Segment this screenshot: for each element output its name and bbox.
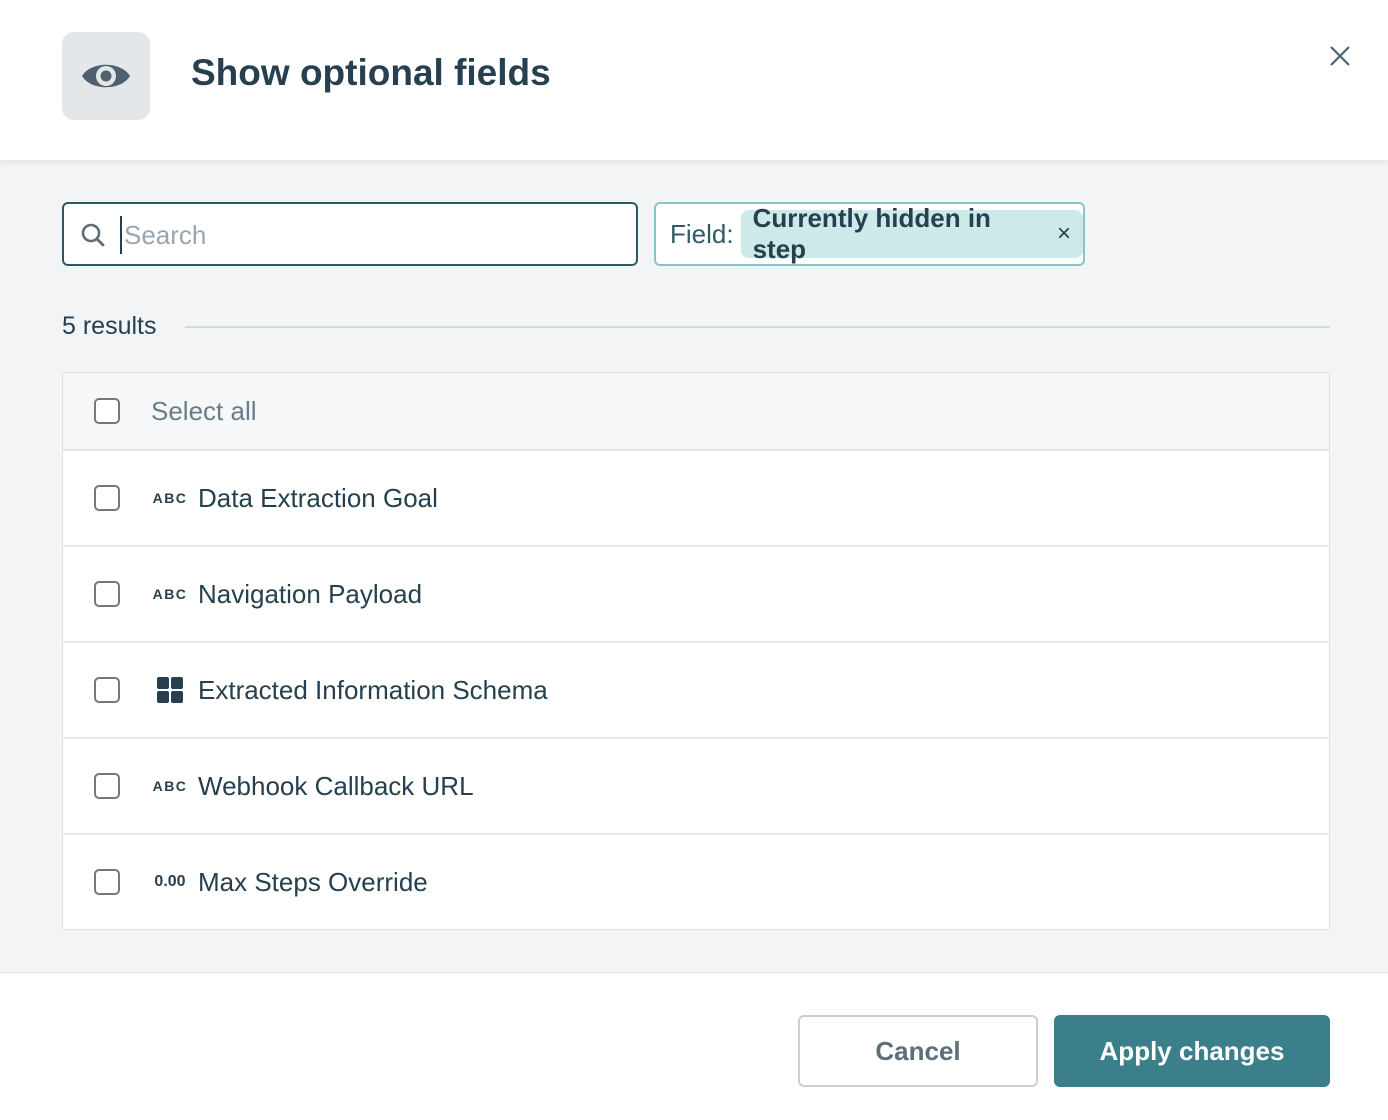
field-list: Select all ABC Data Extraction Goal ABC …: [62, 372, 1330, 930]
search-input[interactable]: [120, 216, 620, 254]
item-label: Webhook Callback URL: [198, 770, 474, 801]
search-icon: [81, 223, 105, 247]
select-all-label: Select all: [151, 395, 257, 426]
filter-chip[interactable]: Currently hidden in step ×: [740, 203, 1083, 264]
grid-icon: [151, 677, 189, 703]
item-checkbox[interactable]: [94, 773, 120, 799]
number-type-icon: 0.00: [154, 873, 186, 890]
text-type-icon: ABC: [152, 778, 188, 794]
field-filter[interactable]: Field: Currently hidden in step ×: [654, 202, 1085, 266]
eye-icon: [82, 64, 130, 88]
list-item[interactable]: ABC Webhook Callback URL: [63, 737, 1329, 833]
text-type-icon: ABC: [152, 586, 188, 602]
apply-changes-button[interactable]: Apply changes: [1054, 1015, 1330, 1087]
results-count: 5 results: [62, 312, 157, 340]
list-item[interactable]: ABC Navigation Payload: [63, 545, 1329, 641]
eye-icon-box: [62, 32, 150, 120]
item-label: Max Steps Override: [198, 866, 428, 897]
item-label: Extracted Information Schema: [198, 674, 548, 705]
dialog-header: Show optional fields: [0, 0, 1388, 160]
item-label: Data Extraction Goal: [198, 482, 438, 513]
filter-label: Field:: [670, 218, 734, 249]
item-checkbox[interactable]: [94, 869, 120, 895]
close-button[interactable]: [1324, 40, 1356, 72]
select-all-checkbox[interactable]: [94, 398, 120, 424]
item-checkbox[interactable]: [94, 581, 120, 607]
filter-chip-label: Currently hidden in step: [752, 203, 991, 264]
dialog-title: Show optional fields: [191, 52, 551, 93]
list-item[interactable]: ABC Data Extraction Goal: [63, 449, 1329, 545]
list-item[interactable]: 0.00 Max Steps Override: [63, 833, 1329, 929]
list-item[interactable]: Extracted Information Schema: [63, 641, 1329, 737]
cancel-button[interactable]: Cancel: [798, 1015, 1038, 1087]
select-all-row[interactable]: Select all: [63, 373, 1329, 449]
divider: [185, 326, 1330, 328]
item-checkbox[interactable]: [94, 677, 120, 703]
item-label: Navigation Payload: [198, 578, 423, 609]
close-icon: [1330, 46, 1350, 66]
text-type-icon: ABC: [152, 490, 188, 506]
dialog-footer: Cancel Apply changes: [0, 972, 1388, 1120]
search-field[interactable]: [62, 202, 638, 266]
chip-remove-icon[interactable]: ×: [1056, 220, 1071, 247]
item-checkbox[interactable]: [94, 485, 120, 511]
